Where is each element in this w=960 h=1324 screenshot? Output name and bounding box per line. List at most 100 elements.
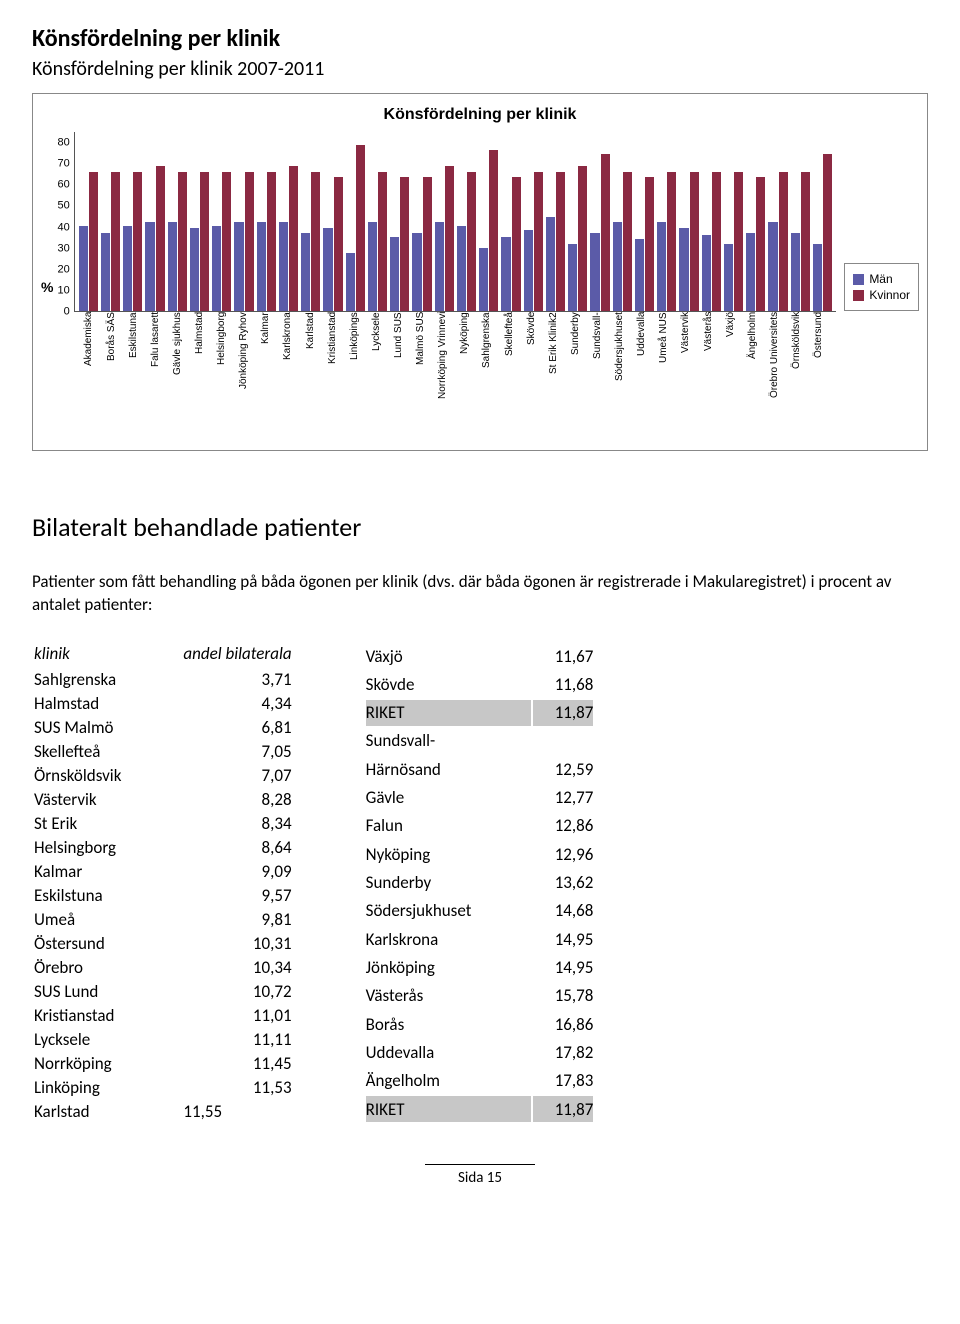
x-label: Akademiska — [83, 312, 102, 442]
bar-men — [679, 228, 688, 311]
bar-group — [546, 132, 565, 311]
x-label: Örebro Universitets — [769, 312, 788, 442]
bar-group — [257, 132, 276, 311]
table-row: Sunderby13,62 — [366, 869, 594, 895]
cell-value: 12,59 — [533, 756, 593, 782]
bar-women — [801, 172, 810, 311]
cell-klinik: Ängelholm — [366, 1068, 532, 1094]
bar-group — [368, 132, 387, 311]
x-label: Östersund — [813, 312, 832, 442]
bar-women — [311, 172, 320, 311]
x-label: Malmö SUS — [415, 312, 434, 442]
bar-group — [702, 132, 721, 311]
x-label: Sundsvall- — [592, 312, 611, 442]
bar-men — [657, 222, 666, 312]
cell-klinik: Sundsvall- — [366, 728, 532, 754]
cell-value: 11,11 — [183, 1028, 291, 1050]
page-subtitle: Könsfördelning per klinik 2007-2011 — [32, 57, 928, 81]
bar-women — [178, 172, 187, 311]
table-row: Örebro10,34 — [34, 956, 292, 978]
chart-title: Könsfördelning per klinik — [41, 106, 919, 124]
cell-klinik: SUS Malmö — [34, 716, 181, 738]
bar-group — [323, 132, 342, 311]
table-row: Härnösand12,59 — [366, 756, 594, 782]
table-row: SUS Lund10,72 — [34, 980, 292, 1002]
bar-women — [289, 166, 298, 311]
legend-item-women: Kvinnor — [853, 288, 910, 302]
bar-group — [234, 132, 253, 311]
bar-women — [200, 172, 209, 311]
table-row: Falun12,86 — [366, 813, 594, 839]
cell-value: 9,57 — [183, 884, 291, 906]
bar-men — [791, 233, 800, 311]
table-row: Örnsköldsvik7,07 — [34, 764, 292, 786]
cell-value: 16,86 — [533, 1011, 593, 1037]
bar-women — [356, 145, 365, 311]
x-label: Västervik — [680, 312, 699, 442]
x-label: Ängelholm — [747, 312, 766, 442]
legend-swatch-men — [853, 274, 864, 285]
cell-value: 13,62 — [533, 869, 593, 895]
plot-area — [74, 132, 837, 312]
cell-value: 11,68 — [533, 671, 593, 697]
cell-value: 8,34 — [183, 812, 291, 834]
cell-value: 17,83 — [533, 1068, 593, 1094]
bar-women — [512, 177, 521, 311]
cell-klinik: Sahlgrenska — [34, 668, 181, 690]
table-row: RIKET11,87 — [366, 700, 594, 726]
y-tick: 0 — [57, 307, 69, 318]
cell-value: 11,67 — [533, 643, 593, 669]
bar-women — [334, 177, 343, 311]
bar-men — [724, 244, 733, 311]
y-axis-label: % — [41, 279, 53, 295]
cell-value: 9,81 — [183, 908, 291, 930]
bar-men — [212, 226, 221, 311]
bar-group — [479, 132, 498, 311]
bar-group — [813, 132, 832, 311]
cell-value: 11,01 — [183, 1004, 291, 1026]
chart-container: Könsfördelning per klinik % 010203040506… — [32, 93, 928, 451]
bar-men — [501, 237, 510, 311]
x-label: Halmstad — [194, 312, 213, 442]
table-header-row: klinik andel bilaterala — [34, 643, 292, 667]
bar-group — [501, 132, 520, 311]
table-row: Jönköping14,95 — [366, 954, 594, 980]
bar-men — [635, 239, 644, 311]
cell-value: 11,55 — [183, 1100, 291, 1122]
cell-klinik: Halmstad — [34, 692, 181, 714]
data-table-right: Växjö11,67Skövde11,68RIKET11,87Sundsvall… — [364, 641, 596, 1125]
cell-klinik: Kristianstad — [34, 1004, 181, 1026]
y-tick: 80 — [57, 138, 69, 149]
bar-group — [390, 132, 409, 311]
bar-men — [234, 222, 243, 312]
bar-women — [245, 172, 254, 311]
cell-klinik: St Erik — [34, 812, 181, 834]
bar-men — [813, 244, 822, 311]
bar-men — [101, 233, 110, 311]
data-table-left: klinik andel bilaterala Sahlgrenska3,71H… — [32, 641, 294, 1125]
bar-women — [623, 172, 632, 311]
bar-group — [168, 132, 187, 311]
y-tick: 30 — [57, 243, 69, 254]
bar-group — [301, 132, 320, 311]
table-row: Kristianstad11,01 — [34, 1004, 292, 1026]
cell-klinik: Nyköping — [366, 841, 532, 867]
bar-women — [133, 172, 142, 311]
bar-men — [257, 222, 266, 312]
cell-value: 11,45 — [183, 1052, 291, 1074]
x-label: Umeå NUS — [658, 312, 677, 442]
cell-klinik: Eskilstuna — [34, 884, 181, 906]
table-row: Gävle12,77 — [366, 784, 594, 810]
legend-label-men: Män — [869, 272, 892, 286]
bar-group — [791, 132, 810, 311]
x-label: Eskilstuna — [128, 312, 147, 442]
x-label: Borås SÄS — [106, 312, 125, 442]
table-row: SUS Malmö6,81 — [34, 716, 292, 738]
x-label: Skövde — [526, 312, 545, 442]
cell-klinik: Karlskrona — [366, 926, 532, 952]
y-tick: 60 — [57, 180, 69, 191]
bar-group — [590, 132, 609, 311]
bar-men — [346, 253, 355, 311]
bar-women — [667, 172, 676, 311]
bar-group — [101, 132, 120, 311]
